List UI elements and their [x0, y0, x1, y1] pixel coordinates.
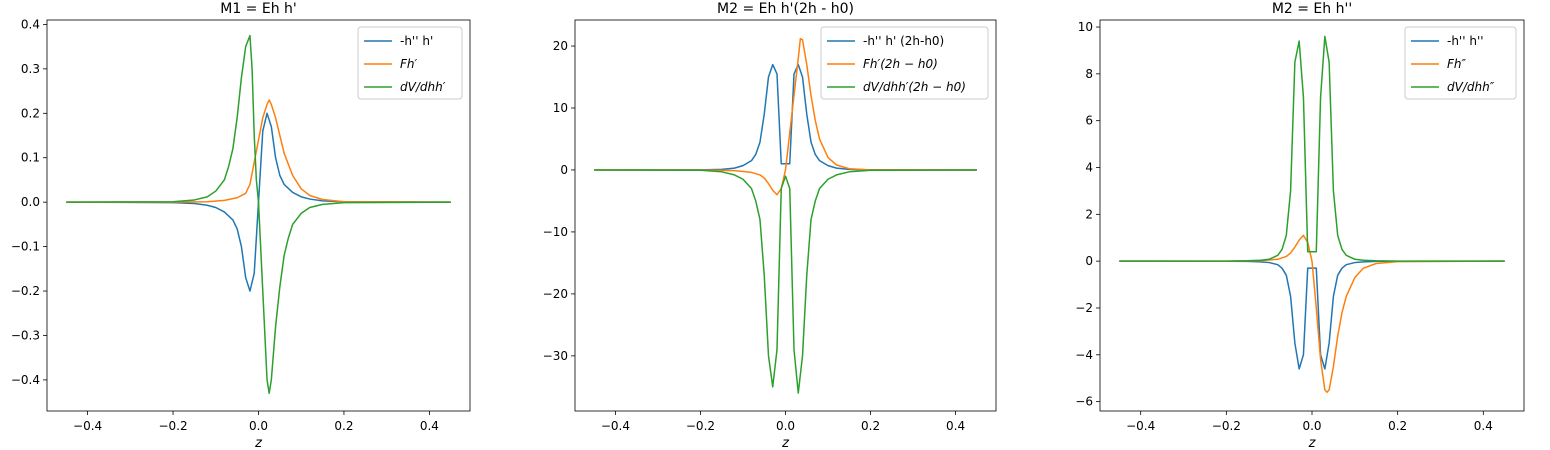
y-tick-label: 2 — [1085, 207, 1093, 221]
chart-title: M2 = Eh h'' — [1272, 1, 1352, 17]
x-tick-label: 0.0 — [776, 419, 795, 433]
y-tick-label: −0.2 — [11, 284, 40, 298]
x-tick-label: 0.4 — [1474, 419, 1493, 433]
series-line-3 — [1119, 35, 1505, 262]
series-line-2 — [1119, 234, 1505, 394]
x-tick-label: −0.4 — [1126, 419, 1155, 433]
y-tick-label: −30 — [543, 349, 568, 363]
y-tick-label: −4 — [1075, 348, 1093, 362]
legend-entry-1: -h'' h'' — [1447, 34, 1484, 48]
x-tick-label: −0.2 — [686, 419, 715, 433]
chart-title: M2 = Eh h'(2h - h0) — [717, 1, 854, 17]
y-tick-label: 4 — [1085, 161, 1093, 175]
y-tick-label: 0.3 — [21, 62, 40, 76]
y-tick-label: −20 — [543, 287, 568, 301]
y-tick-label: −0.1 — [11, 240, 40, 254]
x-tick-label: 0.0 — [1302, 419, 1321, 433]
legend-entry-2: Fh′ — [400, 57, 418, 71]
legend-entry-1: -h'' h' (2h-h0) — [863, 34, 944, 48]
y-tick-label: −6 — [1075, 395, 1093, 409]
y-tick-label: 8 — [1085, 67, 1093, 81]
chart-panel-2: −0.4 −0.2 0.0 0.2 0.4 −30 −20 −10 0 10 20 M2 = Eh h… — [543, 1, 997, 450]
chart-title: M1 = Eh h' — [220, 1, 297, 17]
y-tick-label: 0 — [1085, 254, 1093, 268]
legend: -h'' h' Fh′ dV/dhh′ — [357, 26, 463, 100]
x-tick-label: 0.2 — [861, 419, 880, 433]
x-axis-label: z — [254, 436, 263, 450]
series-line-3 — [594, 169, 977, 394]
x-tick-label: −0.4 — [601, 419, 630, 433]
series-line-1 — [1119, 260, 1505, 370]
x-tick-label: 0.2 — [334, 419, 353, 433]
chart-panel-1: −0.4 −0.2 0.0 0.2 0.4 −0.4 −0.3 −0.2 −0.1 0.0 0.1 0… — [11, 1, 471, 450]
legend-entry-2: Fh″ — [1447, 57, 1467, 71]
legend-entry-3: dV/dhh′(2h − h0) — [863, 80, 966, 94]
y-tick-label: 0.0 — [21, 195, 40, 209]
x-axis-label: z — [781, 436, 790, 450]
x-tick-label: −0.2 — [1212, 419, 1241, 433]
y-tick-label: 10 — [553, 101, 568, 115]
y-tick-label: −2 — [1075, 301, 1093, 315]
y-tick-label: 0.1 — [21, 151, 40, 165]
legend-entry-3: dV/dhh″ — [1447, 80, 1495, 94]
y-tick-label: 20 — [553, 39, 568, 53]
chart-panel-3: −0.4 −0.2 0.0 0.2 0.4 −6 −4 −2 0 2 4 6 8 10 M2 = Eh h'… — [1075, 1, 1525, 450]
legend-box — [1404, 26, 1517, 100]
series-line-3 — [66, 34, 451, 394]
series-line-2 — [594, 37, 977, 196]
y-tick-label: −0.4 — [11, 373, 40, 387]
series-line-2 — [66, 99, 451, 203]
legend-entry-2: Fh′(2h − h0) — [863, 57, 938, 71]
y-tick-label: 0.2 — [21, 106, 40, 120]
x-tick-label: −0.2 — [158, 419, 187, 433]
y-tick-label: 0 — [560, 163, 568, 177]
legend-box — [357, 26, 463, 100]
y-tick-label: 6 — [1085, 114, 1093, 128]
x-axis-label: z — [1308, 436, 1317, 450]
legend: -h'' h'' Fh″ dV/dhh″ — [1404, 26, 1517, 100]
legend-entry-3: dV/dhh′ — [400, 80, 446, 94]
y-tick-label: 0.4 — [21, 17, 40, 31]
legend-entry-1: -h'' h' — [400, 34, 433, 48]
x-tick-label: 0.0 — [249, 419, 268, 433]
x-tick-label: 0.4 — [420, 419, 439, 433]
x-tick-label: −0.4 — [73, 419, 102, 433]
legend: -h'' h' (2h-h0) Fh′(2h − h0) dV/dhh′(2h − … — [820, 26, 989, 100]
y-tick-label: 10 — [1078, 20, 1093, 34]
y-tick-label: −0.3 — [11, 328, 40, 342]
legend-box — [820, 26, 989, 100]
x-tick-label: 0.4 — [946, 419, 965, 433]
y-tick-label: −10 — [543, 225, 568, 239]
x-tick-label: 0.2 — [1388, 419, 1407, 433]
